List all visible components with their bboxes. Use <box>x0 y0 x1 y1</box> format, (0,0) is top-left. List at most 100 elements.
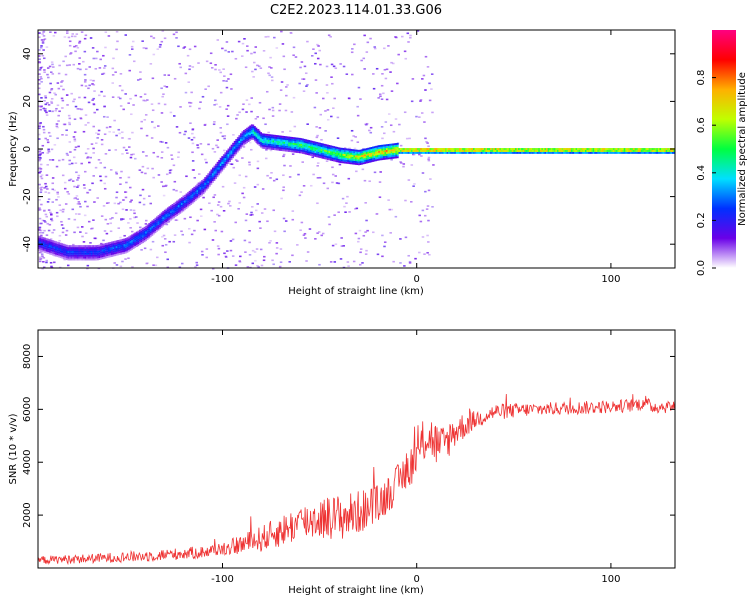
spectrogram-ridge-cell <box>598 149 601 152</box>
spectrogram-ridge-cell <box>249 129 252 132</box>
spectrogram-ridge-cell <box>651 151 654 154</box>
spectrogram-cell <box>284 109 288 112</box>
spectrogram-ridge-cell <box>53 252 56 255</box>
spectrogram-ridge-cell <box>331 155 334 158</box>
spectrogram-cell <box>423 253 426 255</box>
spectrogram-cell <box>40 234 43 237</box>
spectrogram-ridge-cell <box>42 246 45 249</box>
spectrogram-ridge-cell <box>90 254 93 257</box>
spectrogram-ridge-cell <box>289 142 292 145</box>
spectrogram-ridge-cell <box>499 149 502 152</box>
spectrogram-cell <box>231 255 235 257</box>
spectrogram-cell <box>187 137 191 139</box>
spectrogram-ridge-cell <box>640 149 643 152</box>
spectrogram-ridge-cell <box>157 217 160 220</box>
spectrogram-ridge-cell <box>337 156 340 159</box>
spectrogram-ridge-cell <box>367 153 370 156</box>
colorbar-tick-label: 0.8 <box>696 70 707 86</box>
spectrogram-ridge-cell <box>333 146 335 149</box>
spectrogram-ridge-cell <box>667 151 670 154</box>
spectrogram-cell <box>160 40 164 43</box>
spectrogram-ridge-cell <box>382 150 385 153</box>
spectrogram-cell <box>236 160 239 162</box>
spectrogram-ridge-cell <box>606 149 609 152</box>
spectrogram-cell <box>48 159 52 161</box>
spectrogram-cell <box>95 132 98 134</box>
spectrogram-cell <box>151 167 154 170</box>
spectrogram-ridge-cell <box>356 155 359 158</box>
spectrogram-ridge-cell <box>514 148 517 151</box>
spectrogram-ridge-cell <box>79 250 82 253</box>
spectrogram-ridge-cell <box>656 148 659 151</box>
spectrogram-ridge-cell <box>160 216 163 219</box>
spectrogram-ridge-cell <box>584 148 587 151</box>
spectrogram-ridge-cell <box>333 159 335 162</box>
spectrogram-cell <box>151 77 155 80</box>
spectrogram-cell <box>105 126 109 129</box>
spectrogram-ridge-cell <box>100 255 102 258</box>
spectrogram-cell <box>432 164 435 166</box>
spectrogram-cell <box>138 201 142 204</box>
spectrogram-ridge-cell <box>577 151 579 154</box>
spectrogram-ridge-cell <box>404 149 407 152</box>
spectrogram-ridge-cell <box>205 177 208 180</box>
spectrogram-ridge-cell <box>381 158 384 161</box>
spectrogram-ridge-cell <box>86 250 88 253</box>
spectrogram-ridge-cell <box>396 156 399 159</box>
spectrogram-ridge-cell <box>112 248 115 251</box>
spectrogram-ridge-cell <box>253 127 256 130</box>
spectrogram-cell <box>368 129 371 132</box>
spectrogram-cell <box>75 45 78 47</box>
spectrogram-cell <box>122 218 125 220</box>
spectrogram-cell <box>159 43 162 46</box>
spectrogram-ridge-cell <box>435 149 438 152</box>
spectrogram-ridge-cell <box>452 149 455 152</box>
spectrogram-cell <box>42 31 45 33</box>
spectrogram-ridge-cell <box>550 148 553 151</box>
spectrogram-cell <box>64 55 67 58</box>
spectrogram-cell <box>69 52 73 54</box>
spectrogram-ridge-cell <box>325 155 328 158</box>
spectrogram-cell <box>54 31 57 34</box>
spectrogram-ridge-cell <box>166 216 169 219</box>
spectrogram-ridge-cell <box>560 149 562 152</box>
spectrogram-cell <box>190 233 194 236</box>
spectrogram-cell <box>69 53 72 55</box>
spectrogram-ridge-cell <box>609 149 612 152</box>
spectrogram-cell <box>191 66 195 68</box>
spectrogram-ridge-cell <box>423 149 426 152</box>
spectrogram-cell <box>238 174 241 177</box>
spectrogram-cell <box>428 82 431 85</box>
spectrogram-ridge-cell <box>358 163 360 166</box>
spectrogram-cell <box>39 191 43 194</box>
spectrogram-ridge-cell <box>277 146 280 149</box>
spectrogram-ridge-cell <box>201 183 203 186</box>
spectrogram-cell <box>270 76 274 78</box>
spectrogram-ridge-cell <box>320 146 323 149</box>
spectrogram-ridge-cell <box>65 254 68 257</box>
spectrogram-cell <box>351 73 354 76</box>
spectrogram-ridge-cell <box>356 157 359 160</box>
spectrogram-cell <box>125 181 128 184</box>
spectrogram-cell <box>234 159 238 161</box>
spectrogram-ridge-cell <box>386 153 388 156</box>
spectrogram-ridge-cell <box>280 141 283 144</box>
spectrogram-ridge-cell <box>208 171 211 174</box>
spectrogram-ridge-cell <box>527 149 530 152</box>
spectrogram-ridge-cell <box>365 157 368 160</box>
spectrogram-cell <box>270 67 273 69</box>
spectrogram-ridge-cell <box>382 144 385 147</box>
spectrogram-cell <box>91 47 95 49</box>
spectrogram-ridge-cell <box>38 248 40 251</box>
spectrogram-cell <box>197 146 200 149</box>
spectrogram-cell <box>87 101 91 104</box>
spectrogram-ridge-cell <box>233 142 236 145</box>
spectrogram-ridge-cell <box>157 228 160 231</box>
spectrogram-ridge-cell <box>205 188 208 191</box>
spectrogram-ridge-cell <box>104 246 107 249</box>
spectrogram-ridge-cell <box>152 221 155 224</box>
spectrogram-cell <box>58 239 61 242</box>
spectrogram-ridge-cell <box>333 148 335 151</box>
spectrogram-cell <box>61 174 65 177</box>
